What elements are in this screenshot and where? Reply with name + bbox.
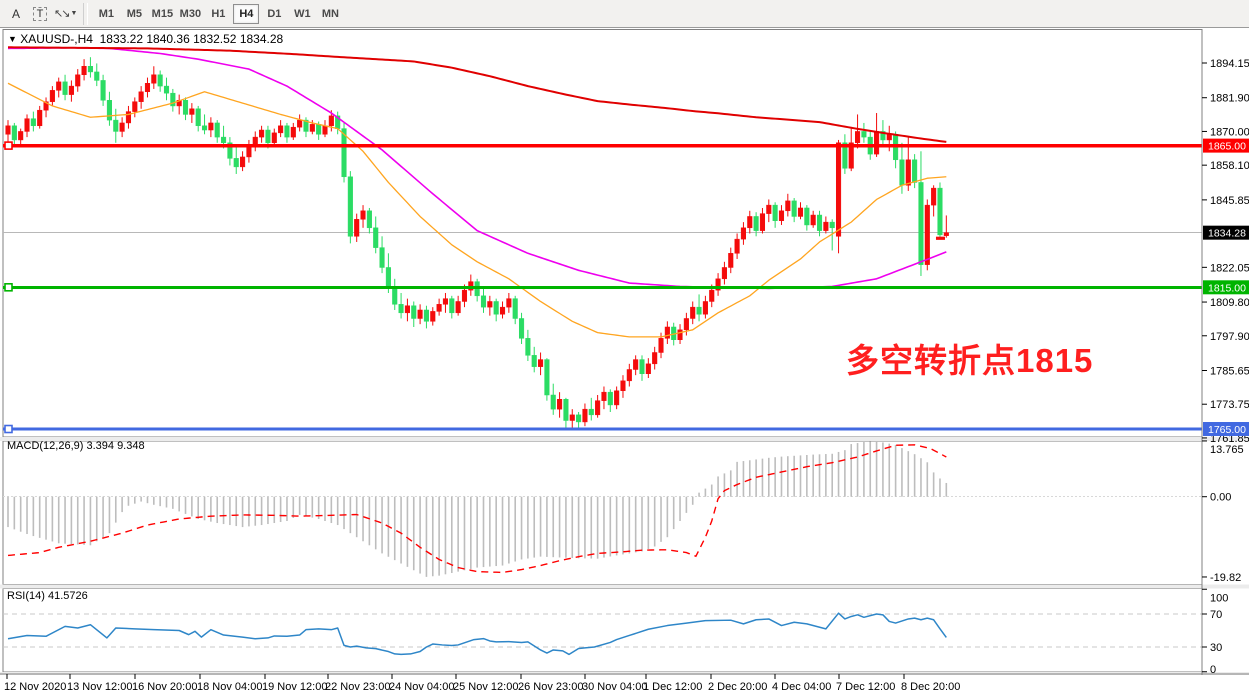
price-tick-label: 1870.00 <box>1210 126 1249 138</box>
tf-button-M1[interactable]: M1 <box>98 7 115 20</box>
rsi-tick-label: 70 <box>1210 609 1222 621</box>
rsi-layer <box>3 612 1202 656</box>
rsi-name: RSI(14) <box>7 590 45 602</box>
tf-button-W1[interactable]: W1 <box>294 7 311 20</box>
toolbar-separator <box>83 2 89 25</box>
price-tick-label: 1858.10 <box>1210 160 1249 172</box>
symbol-dropdown-triangle-icon[interactable]: ▼ <box>8 34 17 44</box>
price-tick-label: 1797.90 <box>1210 331 1249 343</box>
rsi-panel-frame <box>2 588 1203 673</box>
level-line-handle <box>4 424 13 434</box>
macd-panel-frame <box>2 440 1203 585</box>
price-tick-label: 1773.75 <box>1210 399 1249 411</box>
price-axis[interactable]: 1894.15 1881.90 1870.00 1858.10 1845.85 1822.… <box>1201 29 1249 677</box>
rsi-line <box>7 612 947 656</box>
time-tick-label: 16 Nov 20:00 <box>132 681 197 693</box>
tf-button-H4[interactable]: H4 <box>233 3 260 24</box>
main-panel-frame <box>2 29 1203 438</box>
time-tick-label: 24 Nov 04:00 <box>389 681 454 693</box>
arrows-tool-icon: ↖↘ <box>54 8 71 20</box>
rsi-tick-label: 100 <box>1210 593 1228 605</box>
label-tool-button[interactable]: A <box>11 6 20 21</box>
ohlc-low: 1832.52 <box>193 32 237 46</box>
price-tick-label: 1822.05 <box>1210 262 1249 274</box>
time-tick-label: 19 Nov 12:00 <box>262 681 327 693</box>
level-line-handle <box>4 141 13 150</box>
rsi-value: 41.5726 <box>47 590 88 602</box>
ohlc-close: 1834.28 <box>239 32 284 46</box>
macd-signal-line <box>7 444 947 574</box>
price-tick-label: 1894.15 <box>1210 58 1249 70</box>
rsi-tick-label: 30 <box>1210 642 1222 654</box>
macd-tick-label: 0.00 <box>1210 492 1231 504</box>
time-tick-label: 30 Nov 04:00 <box>582 681 647 693</box>
time-tick-label: 4 Dec 04:00 <box>772 681 831 693</box>
time-tick-label: 22 Nov 23:00 <box>325 681 390 693</box>
price-badge-text: 1815.00 <box>1208 282 1246 294</box>
time-tick-label: 18 Nov 04:00 <box>197 681 262 693</box>
time-tick-label: 8 Dec 20:00 <box>901 681 960 693</box>
price-badge-1865.00 <box>1203 138 1249 153</box>
price-badge-text: 1765.00 <box>1208 424 1246 436</box>
time-tick-label: 1 Dec 12:00 <box>643 681 702 693</box>
ohlc-open: 1833.22 <box>99 32 144 46</box>
toolbar: A T ↖↘ ▼ M1 M5 M15 M30 H1 H4 D1 W1 MN <box>0 0 1249 28</box>
main-chart-layer <box>3 46 1202 434</box>
tf-button-D1[interactable]: D1 <box>267 7 282 20</box>
ohlc-high: 1840.36 <box>146 32 190 46</box>
macd-layer <box>3 441 1202 577</box>
symbol-period-label: XAUUSD-,H4 <box>20 32 93 46</box>
macd-values: 3.394 9.348 <box>86 440 145 452</box>
price-tick-label: 1785.65 <box>1210 365 1249 377</box>
tf-button-MN[interactable]: MN <box>321 7 339 20</box>
tf-button-M5[interactable]: M5 <box>126 7 143 20</box>
slow-ma-red <box>7 46 947 143</box>
price-badge-text: 1865.00 <box>1208 141 1246 153</box>
timeframe-button-group: M1 M5 M15 M30 H1 H4 D1 W1 MN <box>92 3 344 24</box>
price-badge-1815.00 <box>1203 280 1249 295</box>
price-badge-1834.28 <box>1203 225 1249 240</box>
time-tick-label: 13 Nov 12:00 <box>67 681 132 693</box>
level-line-handle <box>4 283 13 292</box>
price-tick-label: 1845.85 <box>1210 195 1249 207</box>
panel-splitter <box>0 437 1249 441</box>
rsi-label: RSI(14) 41.5726 <box>7 590 88 602</box>
time-tick-label: 25 Nov 12:00 <box>453 681 518 693</box>
macd-tick-label: 13.765 <box>1210 444 1244 456</box>
tf-button-M30[interactable]: M30 <box>179 7 202 20</box>
panel-splitter <box>0 584 1249 589</box>
time-tick-label: 2 Dec 20:00 <box>708 681 767 693</box>
text-tool-button[interactable]: T <box>29 3 51 24</box>
price-tick-label: 1809.80 <box>1210 297 1249 309</box>
price-tick-label: 1881.90 <box>1210 93 1249 105</box>
macd-name: MACD(12,26,9) <box>7 440 84 452</box>
chart-title: ▼ XAUUSD-,H4 1833.22 1840.36 1832.52 183… <box>8 32 283 46</box>
dropdown-caret-icon: ▼ <box>70 10 78 17</box>
last-candle-marker <box>935 236 945 240</box>
macd-tick-label: -19.82 <box>1210 572 1241 584</box>
price-badge-text: 1834.28 <box>1208 228 1246 240</box>
time-tick-label: 12 Nov 2020 <box>4 681 66 693</box>
arrows-tool-button[interactable]: ↖↘ ▼ <box>53 3 78 24</box>
price-badge-1765.00 <box>1203 422 1249 437</box>
time-tick-label: 26 Nov 23:00 <box>518 681 583 693</box>
time-tick-label: 7 Dec 12:00 <box>836 681 895 693</box>
tf-button-H1[interactable]: H1 <box>211 7 226 20</box>
rsi-tick-label: 0 <box>1210 664 1216 676</box>
chart-annotation-text: 多空转折点1815 <box>846 342 1094 379</box>
time-axis[interactable]: 12 Nov 2020 13 Nov 12:00 16 Nov 20:00 18 No… <box>0 673 1249 693</box>
text-tool-icon: T <box>32 6 48 21</box>
tf-button-M15[interactable]: M15 <box>151 7 174 20</box>
macd-label: MACD(12,26,9) 3.394 9.348 <box>7 440 145 452</box>
fast-ma-orange <box>7 82 947 338</box>
